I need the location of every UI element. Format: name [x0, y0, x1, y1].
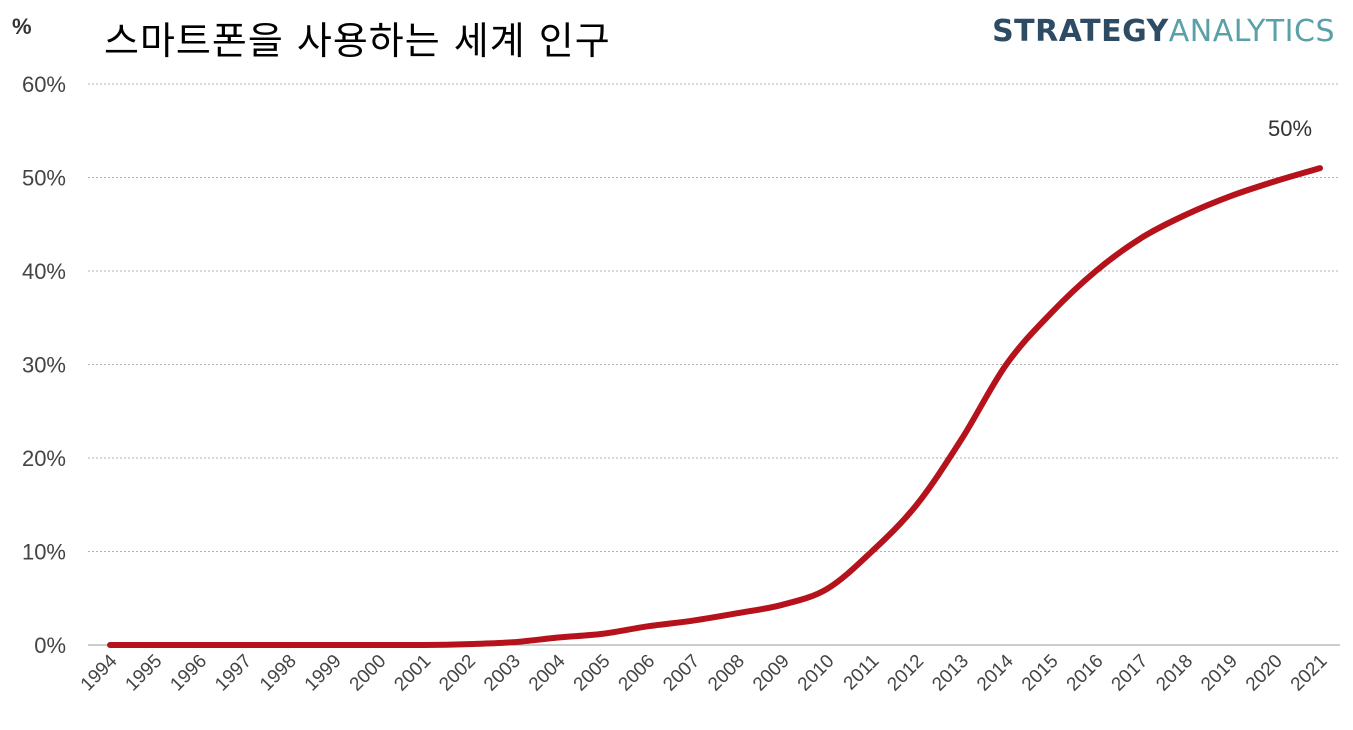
x-tick-label: 2003	[480, 651, 525, 696]
x-tick-label: 2002	[435, 651, 480, 696]
x-tick-label: 1995	[122, 651, 167, 696]
x-tick-label: 2004	[525, 650, 570, 695]
x-tick-label: 2016	[1063, 651, 1108, 696]
x-tick-label: 1999	[301, 651, 346, 696]
grid-lines	[88, 83, 1340, 646]
y-axis-unit-label: %	[12, 14, 32, 39]
x-tick-label: 2021	[1287, 651, 1332, 696]
x-tick-label: 1994	[77, 650, 122, 695]
x-tick-label: 2015	[1018, 651, 1063, 696]
annotation-label: 50%	[1268, 116, 1312, 141]
x-tick-label: 2011	[840, 651, 884, 695]
x-tick-label: 2014	[973, 650, 1018, 695]
x-tick-label: 1996	[166, 651, 211, 696]
y-tick-label: 0%	[34, 633, 66, 658]
x-tick-label: 2007	[659, 651, 704, 696]
y-tick-label: 50%	[22, 166, 66, 191]
x-axis-ticks: 1994 1995 1996 1997 1998 1999 2000 2001 2002 2003…	[77, 650, 1332, 695]
x-tick-label: 2018	[1152, 651, 1197, 696]
y-tick-label: 30%	[22, 353, 66, 378]
y-axis-ticks: 0% 10% 20% 30% 40% 50% 60%	[22, 72, 66, 658]
series-group	[107, 165, 1323, 649]
x-tick-label: 2017	[1108, 651, 1153, 696]
x-tick-label: 2020	[1242, 651, 1287, 696]
y-tick-label: 60%	[22, 72, 66, 97]
y-tick-label: 40%	[22, 259, 66, 284]
logo-part-strategy: STRATEGY	[992, 14, 1169, 49]
logo-part-analytics: ANALYTICS	[1168, 14, 1335, 49]
x-tick-label: 2012	[883, 651, 928, 696]
strategy-analytics-logo: STRATEGYANALYTICS	[992, 14, 1335, 49]
y-tick-label: 10%	[22, 540, 66, 565]
annotations: 50%	[1268, 116, 1312, 141]
x-tick-label: 2019	[1197, 651, 1242, 696]
x-tick-label: 2009	[749, 651, 794, 696]
x-tick-label: 2013	[928, 651, 973, 696]
series-line	[107, 165, 1323, 649]
chart-title: 스마트폰을 사용하는 세계 인구	[104, 19, 611, 63]
x-tick-label: 2010	[794, 651, 839, 696]
x-tick-label: 2006	[615, 651, 660, 696]
x-tick-label: 1997	[211, 651, 256, 696]
x-tick-label: 2005	[570, 651, 615, 696]
x-tick-label: 2000	[346, 651, 391, 696]
x-tick-label: 2008	[704, 651, 749, 696]
x-tick-label: 2001	[390, 651, 435, 696]
x-tick-label: 1998	[256, 651, 301, 696]
y-tick-label: 20%	[22, 446, 66, 471]
